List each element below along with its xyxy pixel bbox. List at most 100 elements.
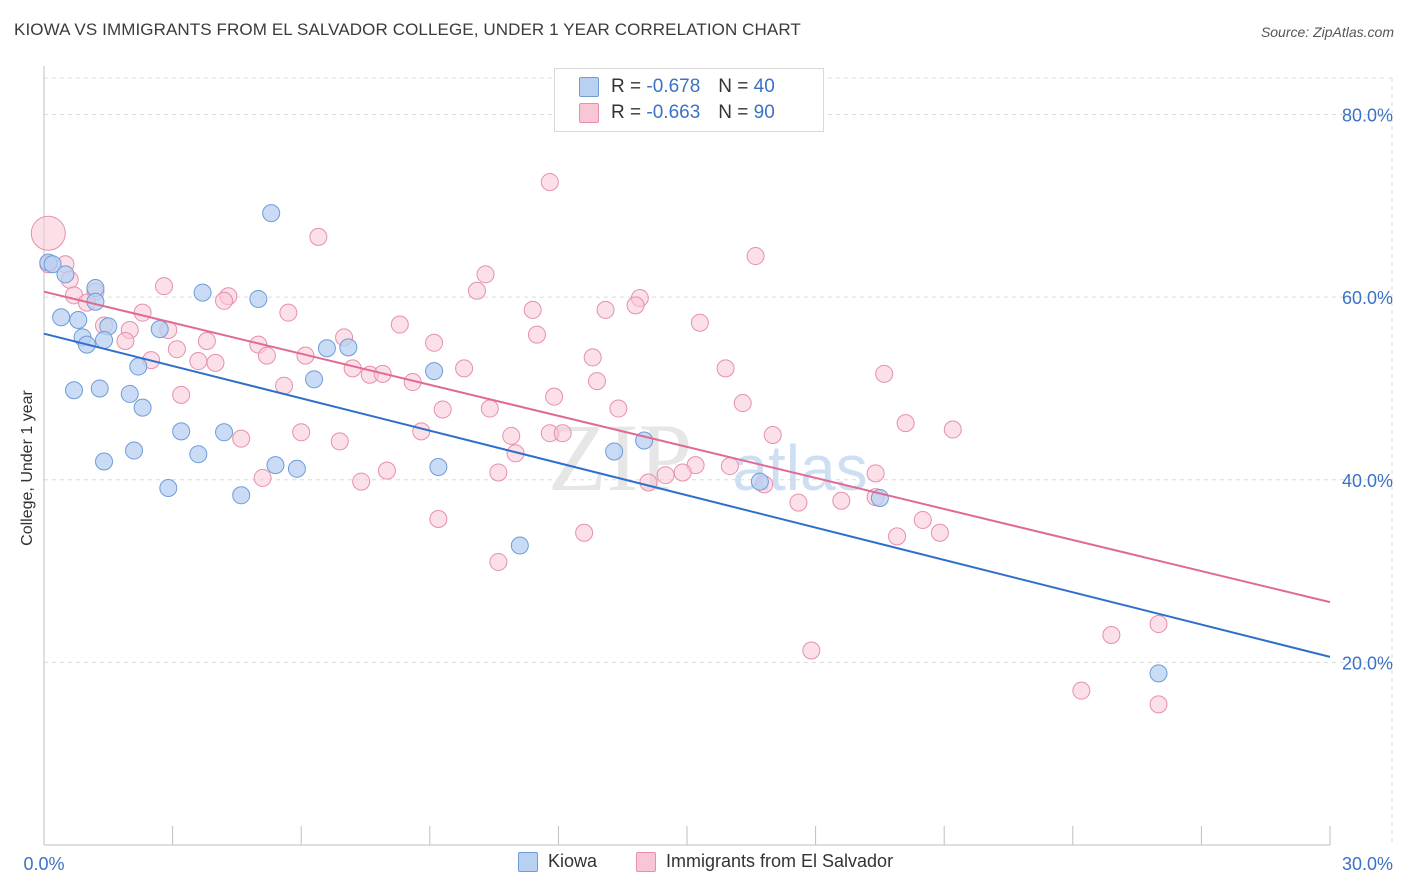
salvador-point-8 [467, 281, 486, 300]
kiowa-r-value: -0.678 [646, 76, 701, 97]
kiowa-point-7 [52, 308, 71, 327]
kiowa-point-17 [425, 362, 444, 381]
y-tick-label-3: 80.0% [1342, 106, 1393, 126]
kiowa-point-21 [120, 384, 139, 403]
watermark: ZIP atlas [548, 404, 868, 511]
watermark-atlas: atlas [732, 432, 867, 504]
salvador-point-59 [502, 426, 521, 445]
kiowa-point-12 [95, 331, 114, 350]
kiowa-point-8 [69, 310, 88, 329]
salvador-point-81 [888, 527, 907, 546]
salvador-point-47 [172, 385, 191, 404]
series-kiowa [39, 204, 1168, 683]
salvador-point-58 [553, 424, 572, 443]
salvador-point-1 [540, 173, 559, 192]
salvador-point-39 [455, 359, 474, 378]
kiowa-point-1 [43, 255, 62, 274]
salvador-point-56 [292, 423, 311, 442]
y-tick-label-2: 60.0% [1342, 288, 1393, 308]
y-tick-label-0: 20.0% [1342, 653, 1393, 673]
salvador-trend-line [43, 290, 1331, 604]
salvador-point-69 [866, 464, 885, 483]
kiowa-point-24 [215, 423, 234, 442]
kiowa-point-27 [189, 445, 208, 464]
salvador-point-36 [189, 352, 208, 371]
salvador-point-75 [789, 493, 808, 512]
salvador-point-20 [390, 315, 409, 334]
salvador-point-17 [523, 300, 542, 319]
kiowa-trend-line [43, 332, 1331, 658]
salvador-point-25 [527, 325, 546, 344]
salvador-legend-swatch [636, 851, 656, 872]
salvador-n-value: 90 [753, 102, 775, 123]
kiowa-point-19 [65, 381, 84, 400]
kiowa-point-30 [266, 456, 285, 475]
salvador-point-32 [257, 346, 276, 365]
salvador-legend-label: Immigrants from El Salvador [666, 851, 894, 871]
legend-r-label: R = [611, 102, 642, 123]
kiowa-point-5 [249, 289, 268, 308]
kiowa-point-38 [510, 536, 529, 555]
grid-lines [44, 77, 1393, 845]
salvador-point-72 [639, 473, 658, 492]
salvador-point-82 [489, 552, 508, 571]
kiowa-point-4 [193, 283, 212, 302]
legend-item-salvador[interactable]: Immigrants from El Salvador [636, 851, 893, 872]
legend-item-kiowa[interactable]: Kiowa [518, 851, 597, 872]
salvador-point-50 [480, 399, 499, 418]
salvador-point-45 [587, 372, 606, 391]
salvador-point-84 [1102, 625, 1121, 644]
source-label: Source: ZipAtlas.com [1260, 24, 1394, 40]
salvador-point-55 [412, 422, 431, 441]
salvador-point-77 [913, 510, 932, 529]
series-immigrants-el-salvador [30, 173, 1168, 714]
kiowa-point-33 [159, 478, 178, 497]
salvador-point-67 [489, 463, 508, 482]
salvador-point-85 [802, 641, 821, 660]
kiowa-point-31 [287, 459, 306, 478]
kiowa-point-18 [305, 370, 324, 389]
salvador-point-2 [309, 227, 328, 246]
salvador-point-7 [155, 277, 174, 296]
salvador-point-73 [352, 472, 371, 491]
salvador-point-63 [506, 444, 525, 463]
kiowa-legend-label: Kiowa [548, 851, 598, 871]
correlation-legend: R = -0.678 N = 40 R = -0.663 N = 90 [554, 68, 824, 132]
legend-n-label: N = [718, 102, 749, 123]
salvador-point-86 [1072, 681, 1091, 700]
y-tick-label-1: 40.0% [1342, 471, 1393, 491]
kiowa-legend-swatch [518, 851, 538, 872]
kiowa-swatch [579, 77, 599, 97]
kiowa-point-29 [95, 452, 114, 471]
salvador-point-65 [720, 457, 739, 476]
salvador-point-76 [832, 491, 851, 510]
kiowa-point-26 [125, 441, 144, 460]
salvador-point-37 [206, 353, 225, 372]
kiowa-point-28 [605, 442, 624, 461]
salvador-point-62 [330, 432, 349, 451]
kiowa-point-15 [339, 338, 358, 357]
trend-lines [43, 290, 1331, 658]
kiowa-point-2 [56, 265, 75, 284]
salvador-point-18 [279, 303, 298, 322]
kiowa-point-39 [1149, 664, 1168, 683]
salvador-swatch [579, 103, 599, 123]
salvador-point-68 [377, 461, 396, 480]
salvador-point-83 [1149, 615, 1168, 634]
salvador-point-34 [583, 348, 602, 367]
legend-n-label: N = [718, 76, 749, 97]
salvador-point-48 [545, 387, 564, 406]
x-tick-label-1: 30.0% [1342, 854, 1393, 874]
salvador-point-70 [253, 468, 272, 487]
kiowa-point-22 [133, 398, 152, 417]
x-tick-label-0: 0.0% [23, 854, 64, 874]
salvador-point-54 [943, 420, 962, 439]
salvador-point-27 [197, 331, 216, 350]
salvador-point-52 [609, 399, 628, 418]
legend-row-salvador: R = -0.663 N = 90 [555, 100, 775, 126]
salvador-point-15 [626, 296, 645, 315]
salvador-point-80 [575, 523, 594, 542]
salvador-point-53 [896, 414, 915, 433]
salvador-point-31 [167, 340, 186, 359]
